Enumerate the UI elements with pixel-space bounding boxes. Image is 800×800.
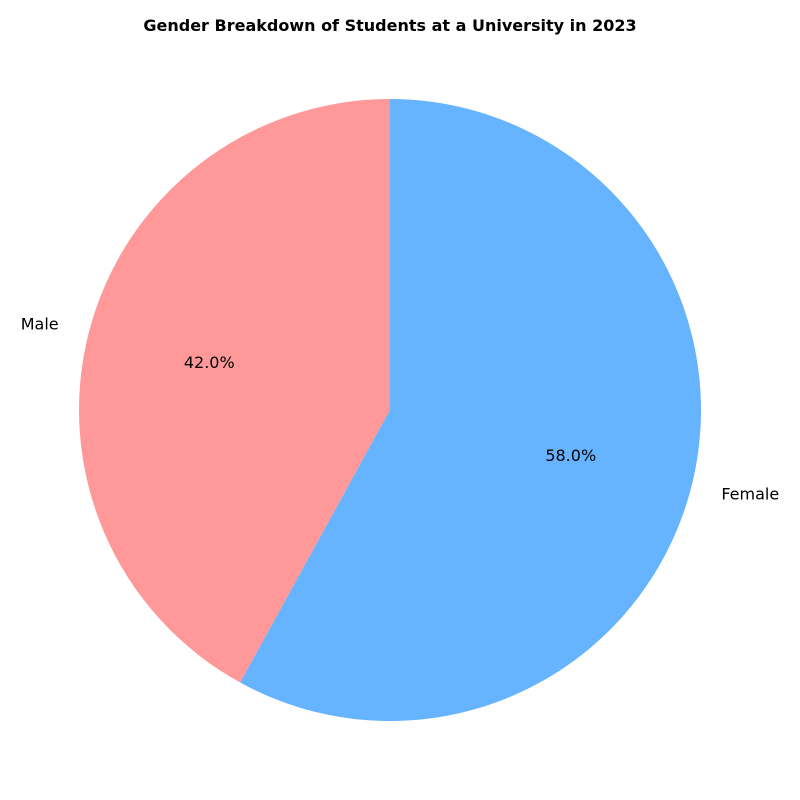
slice-pct-label-male: 42.0%: [184, 353, 235, 372]
slice-pct-label-female: 58.0%: [545, 446, 596, 465]
chart-title: Gender Breakdown of Students at a Univer…: [143, 16, 637, 35]
pie-slice-male: [78, 99, 391, 683]
slice-label-male: Male: [21, 314, 59, 333]
pie-slice-female: [240, 99, 701, 721]
slice-label-female: Female: [721, 485, 779, 504]
